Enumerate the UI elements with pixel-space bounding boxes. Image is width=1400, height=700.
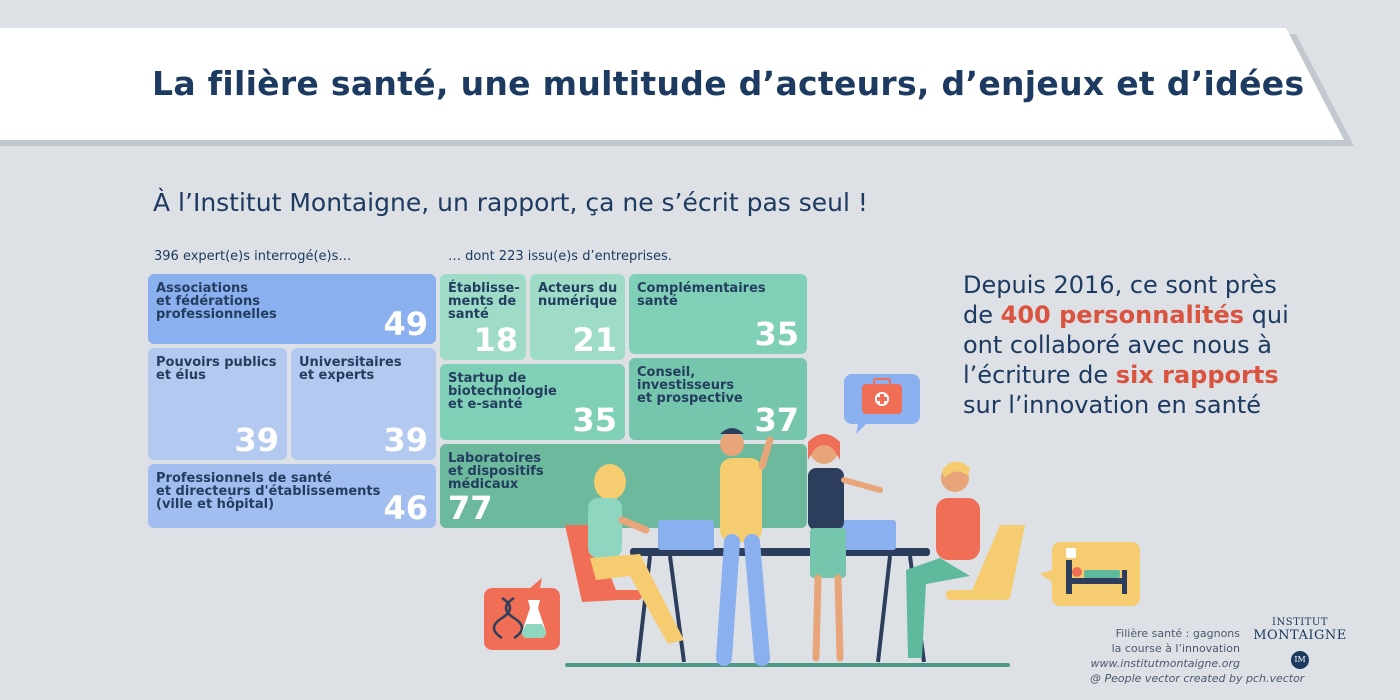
summary-text: Depuis 2016, ce sont près de 400 personn… [963,270,1293,420]
tile-value: 21 [572,321,617,359]
tile-value: 18 [473,321,518,359]
vector-credit: @ People vector created by pch.vector [1090,672,1305,685]
logo-line1: INSTITUT [1272,617,1328,628]
summary-part2: qui ont collaboré avec nous à l’écriture… [963,301,1289,389]
person-standing-man [716,428,774,666]
tile-value: 35 [572,401,617,439]
highlight-rapports: six rapports [1115,361,1279,389]
tile-pouvoirs-publics: Pouvoirs publics et élus 39 [148,348,287,460]
tile-value: 46 [383,489,428,527]
tile-numerique: Acteurs du numérique 21 [530,274,625,360]
summary-part1: Depuis 2016, ce sont près de [963,271,1277,329]
tile-label: Laboratoires et dispositifs médicaux [448,451,544,492]
hospital-bed-bubble-icon [1040,542,1140,606]
tile-label: Professionnels de santé et directeurs d'… [156,471,381,512]
tile-etablissements: Établisse- ments de santé 18 [440,274,526,360]
dna-flask-bubble-icon [484,578,560,650]
tile-conseil: Conseil, investisseurs et prospective 37 [629,358,807,440]
person-standing-woman [808,434,883,662]
tile-label: Acteurs du numérique [538,281,618,309]
tile-label: Associations et fédérations professionne… [156,281,277,322]
tile-value: 77 [448,489,493,527]
summary-part3: sur l’innovation en santé [963,391,1261,419]
institut-montaigne-logo: INSTITUT MONTAIGNE IM [1252,617,1348,669]
tile-universitaires: Universitaires et experts 39 [291,348,436,460]
highlight-personnalites: 400 personnalités [1000,301,1245,329]
tile-startup: Startup de biotechnologie et e-santé 35 [440,364,625,440]
tile-label: Établisse- ments de santé [448,281,520,322]
logo-line2: MONTAIGNE [1253,628,1347,643]
title-banner [0,28,1354,146]
tile-label: Startup de biotechnologie et e-santé [448,371,557,412]
tile-label: Conseil, investisseurs et prospective [637,365,743,406]
experts-caption: 396 expert(e)s interrogé(e)s… [154,249,352,264]
footer: Filière santé : gagnons la course à l’in… [1091,626,1241,671]
page-subtitle: À l’Institut Montaigne, un rapport, ça n… [153,188,868,217]
tile-label: Universitaires et experts [299,355,402,383]
page-title: La filière santé, une multitude d’acteur… [152,64,1305,103]
tile-value: 37 [754,401,799,439]
tile-value: 35 [754,315,799,353]
tile-complementaires: Complémentaires santé 35 [629,274,807,354]
medkit-bubble-icon [844,374,920,434]
tile-associations: Associations et fédérations professionne… [148,274,436,344]
tile-label: Complémentaires santé [637,281,766,309]
footer-line2: la course à l’innovation [1111,642,1240,655]
person-right [906,461,980,658]
tile-value: 49 [383,305,428,343]
tile-value: 39 [383,421,428,459]
person-left [588,464,684,644]
logo-mark-icon: IM [1291,651,1309,669]
tile-professionnels: Professionnels de santé et directeurs d'… [148,464,436,528]
footer-url-link[interactable]: www.institutmontaigne.org [1090,657,1241,670]
companies-caption: … dont 223 issu(e)s d’entreprises. [448,249,672,264]
tile-value: 39 [234,421,279,459]
team-illustration [484,374,1140,667]
tile-label: Pouvoirs publics et élus [156,355,277,383]
footer-line1: Filière santé : gagnons [1115,627,1240,640]
